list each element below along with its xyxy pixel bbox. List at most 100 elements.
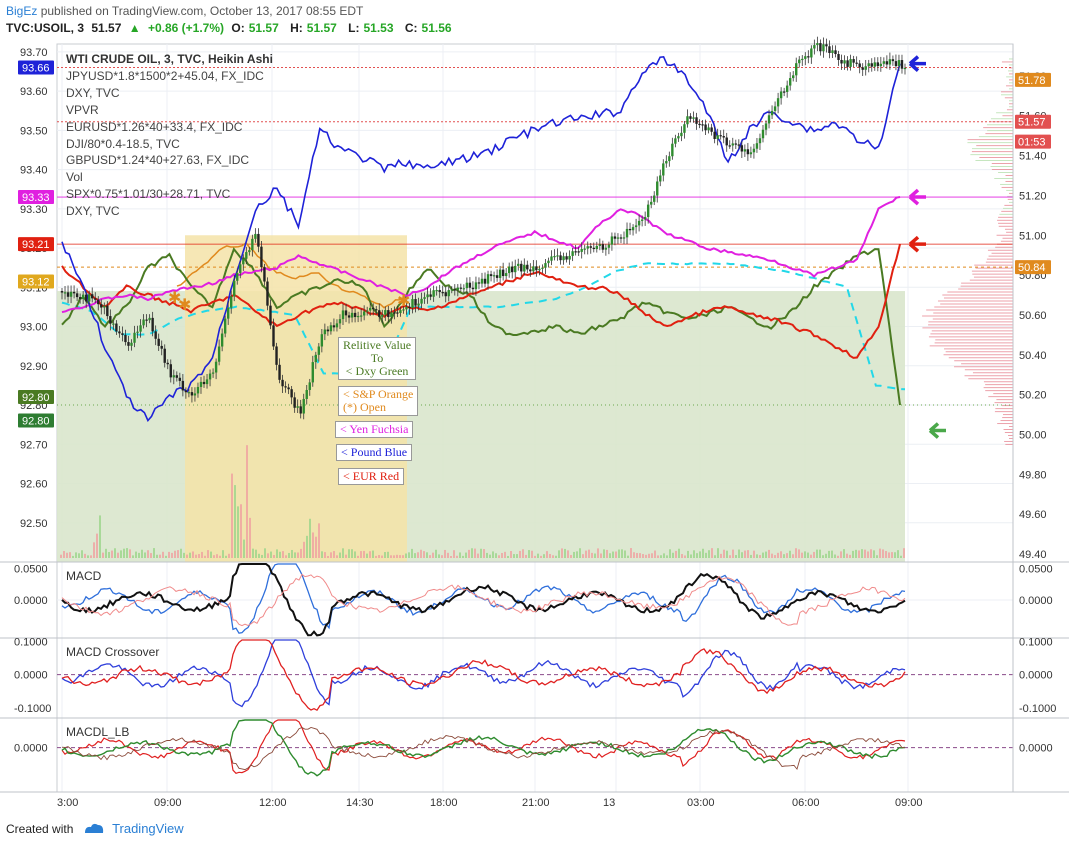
tradingview-link[interactable]: TradingView (112, 821, 184, 836)
oil-candle (402, 309, 405, 311)
series-eur-red (61, 243, 901, 359)
oil-candle (897, 60, 901, 67)
volume-bar (570, 554, 572, 558)
oil-candle (773, 106, 777, 111)
volume-bar (345, 554, 347, 558)
oil-candle (226, 307, 230, 319)
author-link[interactable]: BigEz (6, 4, 38, 18)
x-axis-tick: 12:00 (259, 797, 287, 809)
oil-candle (100, 304, 103, 308)
price-label-left-text: 93.21 (22, 239, 50, 251)
oil-candle (329, 325, 333, 332)
left-axis-tick: 93.50 (20, 125, 48, 137)
oil-candle (242, 258, 245, 265)
volume-bar (561, 548, 563, 558)
oil-candle (278, 364, 281, 380)
oil-candle (87, 294, 91, 302)
volume-bar (633, 552, 635, 558)
volume-bar (132, 555, 134, 558)
legend-item[interactable]: DXY, TVC (66, 204, 120, 219)
volume-bar (252, 548, 254, 558)
left-axis-tick: 92.90 (20, 361, 48, 373)
oil-candle (646, 204, 650, 218)
oil-candle (136, 331, 139, 333)
oil-candle (187, 392, 191, 394)
oil-candle (347, 315, 351, 318)
volume-bar (123, 548, 125, 558)
note-sp: < S&P Orange (*) Open (338, 386, 419, 416)
volume-bar (237, 506, 239, 558)
right-axis-tick: 50.60 (1019, 310, 1047, 322)
legend-item[interactable]: VPVR (66, 102, 99, 117)
volume-bar (102, 552, 104, 558)
oil-candle (568, 255, 571, 260)
volume-bar (702, 548, 704, 558)
volume-bar (159, 554, 161, 558)
x-axis-tick: 18:00 (430, 797, 458, 809)
volume-bar (705, 552, 707, 558)
oil-candle (873, 62, 876, 67)
open-marker-icon: ✱ (168, 290, 181, 307)
volume-bar (462, 555, 464, 558)
oil-candle (384, 310, 387, 315)
pane-left-tick: -0.1000 (14, 703, 51, 715)
oil-candle (414, 299, 417, 306)
legend-item[interactable]: WTI CRUDE OIL, 3, TVC, Heikin Ashi (66, 52, 273, 66)
legend-item[interactable]: DJI/80*0.4-18.5, TVC (66, 136, 180, 151)
oil-candle (734, 143, 737, 145)
volume-bar (441, 555, 443, 558)
oil-candle (828, 46, 831, 54)
volume-bar (771, 553, 773, 558)
volume-bar (78, 553, 80, 558)
volume-bar (621, 549, 623, 558)
oil-candle (78, 297, 82, 299)
oil-candle (810, 48, 813, 58)
volume-bar (558, 550, 560, 558)
volume-bar (129, 549, 131, 558)
oscillator-line (61, 727, 906, 771)
oil-candle (260, 246, 263, 268)
volume-bar (399, 555, 401, 558)
legend-item[interactable]: DXY, TVC (66, 85, 120, 100)
oil-candle (450, 289, 453, 291)
legend-item[interactable]: SPX*0.75*1.01/30+28.71, TVC (66, 187, 231, 202)
legend-item[interactable]: JPYUSD*1.8*1500*2+45.04, FX_IDC (66, 68, 264, 83)
oil-candle (248, 250, 251, 253)
oil-candle (885, 61, 889, 65)
oil-candle (665, 161, 668, 164)
oil-candle (795, 63, 798, 76)
volume-bar (579, 548, 581, 558)
volume-bar (723, 549, 725, 558)
right-axis-tick: 49.40 (1019, 549, 1047, 561)
open-label: O: (231, 21, 245, 35)
volume-bar (810, 554, 812, 558)
oil-candle (426, 294, 429, 298)
oscillator-line (61, 573, 906, 627)
oil-candle (166, 362, 169, 365)
volume-bar (726, 550, 728, 558)
symbol-name: TVC:USOIL, 3 (6, 21, 85, 35)
oil-candle (610, 236, 614, 245)
legend-item[interactable]: EURUSD*1.26*40+33.4, FX_IDC (66, 119, 243, 134)
oil-candle (637, 220, 641, 226)
volume-bar (672, 552, 674, 558)
oil-candle (287, 387, 290, 390)
legend-item[interactable]: GBPUSD*1.24*40+27.63, FX_IDC (66, 153, 250, 168)
oil-candle (411, 299, 414, 308)
oil-candle (239, 264, 242, 273)
volume-bar (708, 550, 710, 558)
oil-candle (115, 323, 118, 332)
oil-candle (816, 43, 819, 46)
oil-candle (378, 310, 381, 317)
volume-bar (201, 551, 203, 558)
legend-item[interactable]: Vol (66, 170, 83, 185)
oil-candle (779, 91, 783, 99)
volume-bar (492, 551, 494, 558)
volume-bar (318, 523, 320, 558)
price-label-right (1015, 260, 1051, 275)
oil-candle (302, 398, 305, 414)
oil-candle (562, 256, 565, 261)
oil-candle (625, 228, 629, 238)
oil-candle (737, 144, 741, 146)
